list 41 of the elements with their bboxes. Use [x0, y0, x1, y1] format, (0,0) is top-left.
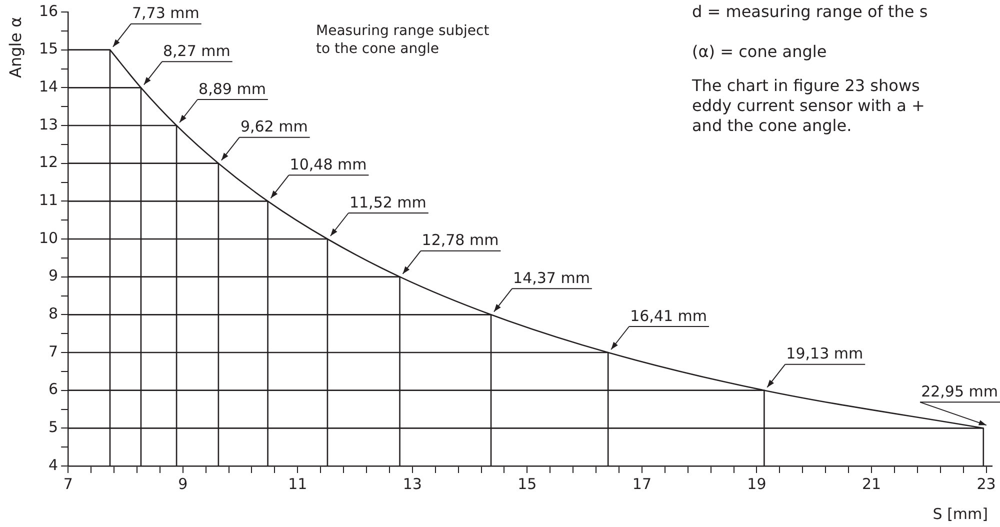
annotation: 19,13 mm — [786, 344, 864, 363]
x-tick-label: 13 — [402, 474, 422, 493]
y-tick-label: 11 — [38, 191, 58, 210]
annotation: The chart in figure 23 shows — [692, 76, 921, 96]
y-tick-label: 12 — [38, 153, 58, 172]
annotation: 14,37 mm — [513, 269, 590, 288]
annotation: 10,48 mm — [290, 156, 367, 174]
y-tick-label: 16 — [38, 2, 58, 20]
annotation: 16,41 mm — [630, 306, 708, 325]
y-axis-title: Angle α — [6, 16, 25, 78]
annotation: 8,89 mm — [198, 80, 266, 98]
y-tick-label: 9 — [48, 266, 58, 285]
y-tick-label: 4 — [48, 456, 58, 474]
annotation: Measuring range subject to the cone angle — [316, 22, 490, 58]
y-tick-label: 13 — [38, 115, 58, 134]
annotation: 7,73 mm — [132, 4, 200, 22]
y-tick-label: 10 — [38, 228, 58, 247]
annotation: 22,95 mm — [921, 382, 998, 401]
annotation: 8,27 mm — [162, 42, 230, 60]
annotation: d = measuring range of the s — [692, 2, 928, 22]
y-tick-label: 6 — [48, 380, 58, 398]
annotation: 9,62 mm — [240, 118, 308, 136]
y-tick-label: 7 — [48, 342, 58, 360]
x-tick-label: 7 — [63, 474, 73, 493]
x-tick-label: 17 — [632, 474, 652, 493]
x-tick-label: 23 — [976, 474, 996, 493]
x-tick-label: 19 — [747, 474, 766, 493]
annotation: and the cone angle. — [692, 116, 853, 136]
annotation: (α) = cone angle — [692, 42, 828, 62]
x-axis-title: S [mm] — [932, 505, 988, 523]
x-tick-label: 21 — [862, 474, 882, 493]
annotation: 12,78 mm — [422, 231, 499, 250]
y-tick-label: 15 — [38, 40, 58, 58]
x-tick-label: 11 — [288, 474, 308, 493]
y-tick-label: 8 — [48, 304, 58, 323]
annotation: eddy current sensor with a + — [692, 96, 926, 116]
y-tick-label: 14 — [38, 78, 58, 96]
annotation: 11,52 mm — [349, 193, 426, 212]
x-tick-label: 15 — [518, 474, 537, 493]
y-tick-label: 5 — [48, 418, 58, 436]
x-tick-label: 9 — [178, 474, 188, 493]
